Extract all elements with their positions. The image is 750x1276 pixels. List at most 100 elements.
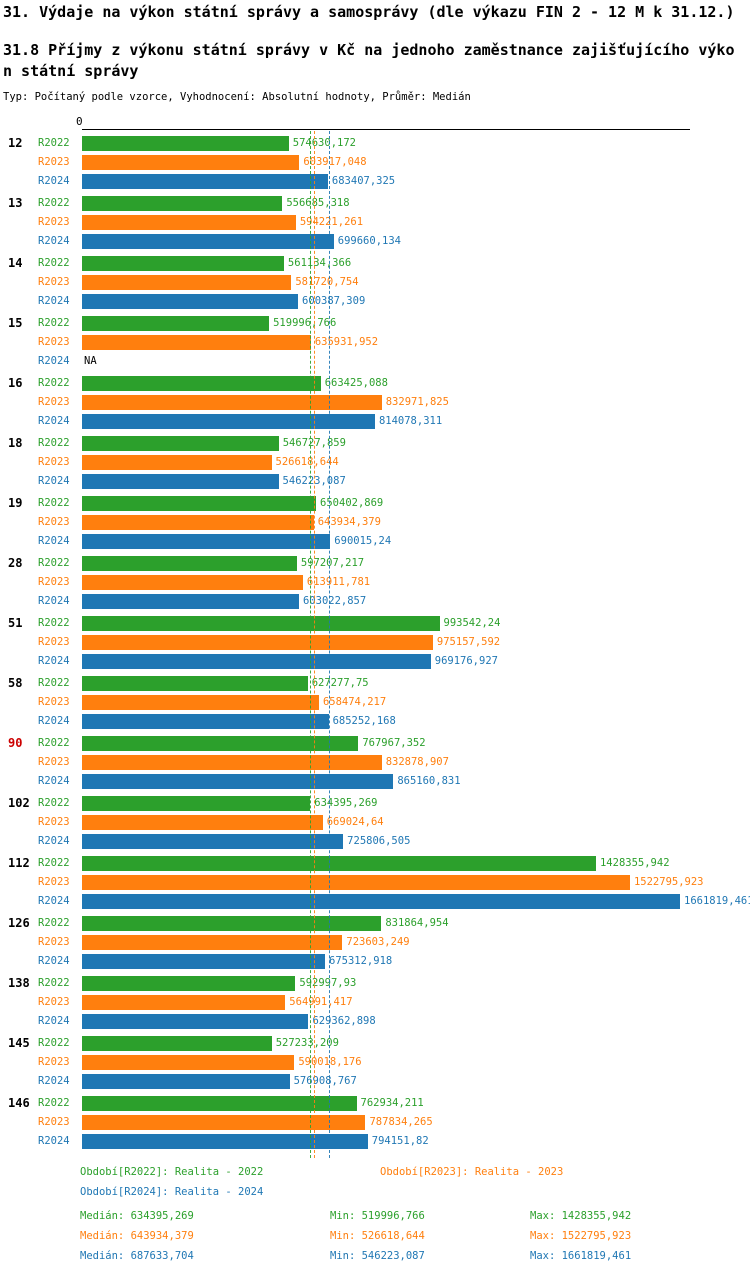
bar-group: 15 R2022 519996,766 R2023 635931,952 R2024 NA: [0, 314, 750, 374]
category-label: 90: [8, 736, 23, 750]
value-label: 574630,172: [292, 137, 356, 149]
bar: [82, 635, 433, 650]
category-label: [0, 652, 38, 671]
bar-row: R2023 635931,952: [0, 333, 750, 352]
bar-track: 634395,269: [82, 794, 750, 813]
bar-track: 527233,209: [82, 1034, 750, 1053]
category-label: [0, 1053, 38, 1072]
bar: [82, 654, 431, 669]
bar: [82, 894, 680, 909]
bar-track: 519996,766: [82, 314, 750, 333]
bar: [82, 714, 329, 729]
bar: [82, 534, 331, 549]
value-label: 969176,927: [434, 655, 498, 667]
bar-group: 19 R2022 650402,869 R2023 643934,379 R2024 690…: [0, 494, 750, 554]
series-label: R2022: [38, 617, 70, 629]
bar: [82, 954, 325, 969]
series-label: R2024: [38, 895, 70, 907]
legend-item: Období[R2022]: Realita - 2022: [80, 1166, 264, 1178]
bar-track: 627277,75: [82, 674, 750, 693]
value-label: 635931,952: [314, 336, 379, 348]
legend-item: Období[R2023]: Realita - 2023: [380, 1166, 564, 1178]
bar: [82, 1115, 366, 1130]
bar-track: 603022,857: [82, 592, 750, 611]
chart-groups: 12 R2022 574630,172 R2023 603917,048 R2024 683…: [0, 129, 750, 1154]
bar-track: 600387,309: [82, 292, 750, 311]
bar: [82, 174, 328, 189]
bar: [82, 294, 299, 309]
series-label: R2024: [38, 355, 70, 367]
bar: [82, 875, 630, 890]
category-label: 102: [8, 796, 30, 810]
bar: [82, 1134, 368, 1149]
bar-track: 650402,869: [82, 494, 750, 513]
chart-legend: Období[R2022]: Realita - 2022 Období[R202…: [80, 1162, 750, 1266]
bar-group: 28 R2022 597207,217 R2023 613911,781 R2024 603…: [0, 554, 750, 614]
series-label: R2023: [38, 576, 70, 588]
bar-row: R2024 725806,505: [0, 832, 750, 851]
value-label: 831864,954: [385, 917, 449, 929]
value-label: 658474,217: [322, 696, 387, 708]
bar-track: NA: [82, 352, 750, 371]
bar: [82, 474, 279, 489]
bar: [82, 815, 323, 830]
value-label: 527233,209: [275, 1037, 339, 1049]
value-label: 561134,366: [287, 257, 352, 269]
series-label: R2023: [38, 456, 70, 468]
bar: [82, 834, 344, 849]
category-label: 16: [8, 376, 23, 390]
series-label: R2023: [38, 636, 70, 648]
series-label: R2023: [38, 276, 70, 288]
category-label: [0, 933, 38, 952]
bar: [82, 455, 272, 470]
bar-row: R2023 1522795,923: [0, 873, 750, 892]
category-label: [0, 813, 38, 832]
value-label: 526618,644: [275, 456, 339, 468]
bar-track: 831864,954: [82, 914, 750, 933]
bar-track: 762934,211: [82, 1094, 750, 1113]
category-label: 58: [8, 676, 23, 690]
category-label: [0, 1072, 38, 1091]
bar-track: 993542,24: [82, 614, 750, 633]
series-label: R2022: [38, 797, 70, 809]
series-label: R2022: [38, 557, 70, 569]
bar: [82, 275, 292, 290]
bar-row: R2024 865160,831: [0, 772, 750, 791]
value-label: 832878,907: [385, 756, 449, 768]
stat-min: Min: 526618,644: [330, 1230, 425, 1242]
bar-track: 635931,952: [82, 333, 750, 352]
value-label: 576908,767: [293, 1075, 357, 1087]
bar-track: 690015,24: [82, 532, 750, 551]
bar: [82, 316, 270, 331]
bar: [82, 976, 296, 991]
stat-max: Max: 1522795,923: [530, 1230, 632, 1242]
bar-group: 12 R2022 574630,172 R2023 603917,048 R2024 683…: [0, 134, 750, 194]
value-label: 564991,417: [289, 996, 353, 1008]
bar: [82, 1014, 309, 1029]
bar-group: 90 R2022 767967,352 R2023 832878,907 R2024 865…: [0, 734, 750, 794]
bar-row: 146 R2022 762934,211: [0, 1094, 750, 1113]
bar: [82, 1036, 272, 1051]
value-label: 787834,265: [369, 1116, 433, 1128]
value-label: 1428355,942: [599, 857, 670, 869]
category-label: 126: [8, 916, 30, 930]
series-label: R2022: [38, 137, 70, 149]
bar-track: 643934,379: [82, 513, 750, 532]
series-label: R2023: [38, 696, 70, 708]
category-label: [0, 952, 38, 971]
series-label: R2022: [38, 677, 70, 689]
bar-row: R2023 832971,825: [0, 393, 750, 412]
bar-row: R2024 600387,309: [0, 292, 750, 311]
series-label: R2024: [38, 835, 70, 847]
stat-min: Min: 546223,087: [330, 1250, 425, 1262]
bar-row: R2024 690015,24: [0, 532, 750, 551]
bar: [82, 796, 311, 811]
report-header: 31. Výdaje na výkon státní správy a samo…: [0, 0, 750, 103]
bar-track: 794151,82: [82, 1132, 750, 1151]
bar: [82, 196, 283, 211]
category-label: [0, 1012, 38, 1031]
value-label: 993542,24: [443, 617, 501, 629]
bar-track: 561134,366: [82, 254, 750, 273]
bar: [82, 1074, 290, 1089]
series-label: R2024: [38, 595, 70, 607]
